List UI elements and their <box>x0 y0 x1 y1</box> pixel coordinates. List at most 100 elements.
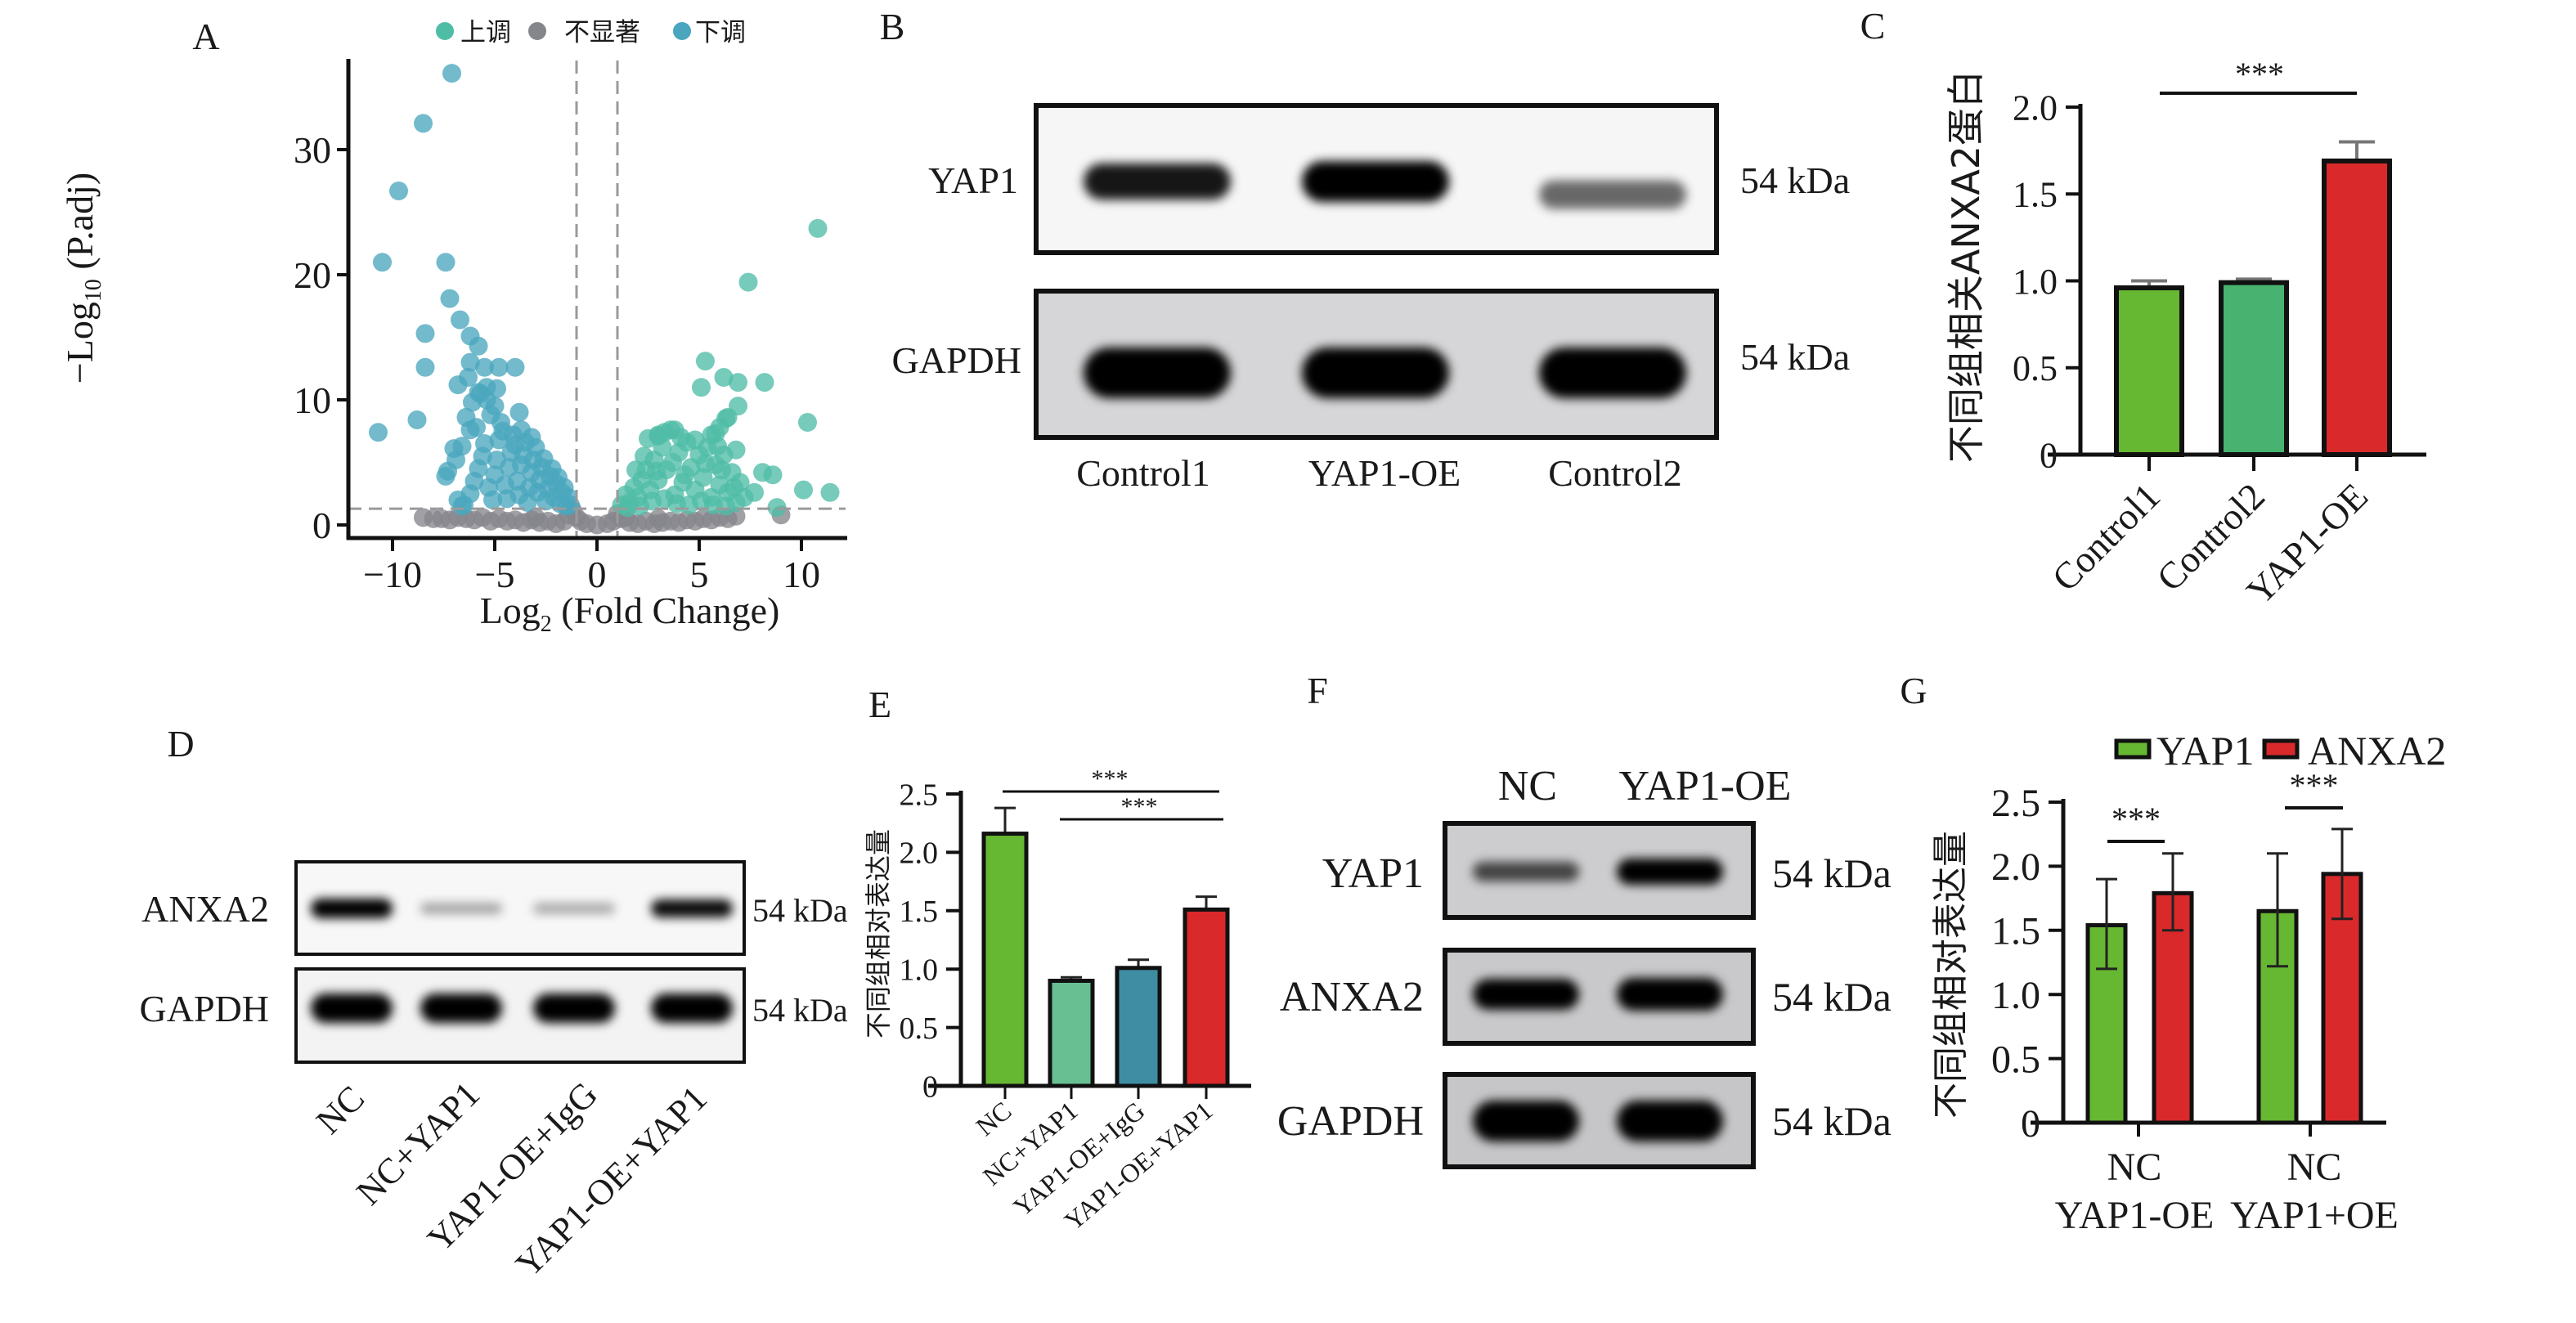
blot-lane-label: NC <box>1498 763 1557 809</box>
protein-band <box>1084 163 1231 200</box>
data-point <box>767 498 787 518</box>
y-tick-label: 0 <box>2040 435 2058 475</box>
bar-chart-c: 00.51.01.52.0不同组相关ANXA2蛋白Control1Control… <box>1944 56 2426 612</box>
x-tick-label: NC <box>970 1096 1016 1141</box>
data-point <box>526 508 545 527</box>
data-point <box>716 496 735 516</box>
legend-label-ns: 不显著 <box>564 18 640 47</box>
data-point <box>647 461 666 481</box>
panel-label-b: B <box>880 6 905 47</box>
data-point <box>467 418 486 437</box>
data-point <box>505 357 525 377</box>
y-tick-label: 0 <box>312 505 331 546</box>
blot-lane-label: Control1 <box>1076 452 1210 494</box>
panel-label-d: D <box>167 723 194 765</box>
protein-band <box>1473 861 1579 882</box>
legend-label-down: 下调 <box>695 18 746 47</box>
bar <box>981 832 1029 1088</box>
protein-band <box>1617 1101 1723 1141</box>
blot-lane-label: NC <box>308 1078 372 1141</box>
x-tick-label: 10 <box>783 554 820 595</box>
data-point <box>414 114 433 133</box>
protein-band <box>311 993 393 1023</box>
x-tick-label-line2: YAP1-OE <box>2055 1194 2215 1237</box>
y-axis-label: 不同组相对表达量 <box>1930 831 1972 1119</box>
data-point <box>436 466 456 486</box>
data-point <box>718 407 738 427</box>
x-tick-label: 5 <box>690 554 709 595</box>
protein-band <box>1084 348 1231 398</box>
data-point <box>436 253 456 272</box>
bar <box>1183 907 1230 1088</box>
data-point <box>477 378 496 397</box>
bar <box>2322 158 2392 457</box>
data-point <box>451 310 469 330</box>
bar <box>1048 978 1095 1088</box>
legend-label-up: 上调 <box>460 18 511 47</box>
data-point <box>708 437 727 456</box>
data-point <box>491 413 510 433</box>
y-tick-label: 30 <box>294 129 331 171</box>
legend-swatch <box>2262 738 2300 760</box>
y-tick-label: 20 <box>294 254 331 296</box>
y-tick-label: 0.5 <box>2013 348 2058 388</box>
data-point <box>373 253 392 272</box>
y-tick-label: 2.0 <box>2013 87 2058 128</box>
protein-band <box>651 899 733 918</box>
x-tick-label: Control1 <box>2044 475 2168 599</box>
y-tick-label: 2.5 <box>1991 782 2040 825</box>
data-point <box>389 181 408 200</box>
panel-label-f: F <box>1307 670 1328 711</box>
protein-band <box>1539 348 1686 398</box>
blot-size-label: 54 kDa <box>752 992 848 1029</box>
protein-band <box>1302 161 1449 202</box>
data-point <box>522 428 541 447</box>
panel-label-a: A <box>192 16 219 57</box>
y-tick-label: 1.0 <box>1991 974 2040 1017</box>
blot-lane-label: YAP1-OE+YAP1 <box>508 1078 715 1285</box>
legend-swatch <box>2114 738 2152 760</box>
data-point <box>626 460 645 480</box>
x-label-log: Log <box>480 590 541 631</box>
bar <box>2219 280 2289 457</box>
x-tick-label: 0 <box>588 554 607 595</box>
volcano-x-label: Log2 (Fold Change) <box>480 590 780 637</box>
y-tick-label: 0.5 <box>900 1011 939 1046</box>
blot-row-label: GAPDH <box>892 339 1021 381</box>
legend-label: YAP1 <box>2156 728 2254 774</box>
volcano-plot: 上调 不显著 下调 0 10 20 30 −10 −5 0 5 10 Log2 (Fold Ch… <box>59 18 847 637</box>
data-point <box>475 357 494 377</box>
x-label-rest: (Fold Change) <box>552 590 780 631</box>
western-blot-b: YAP1 GAPDH 54 kDa 54 kDa Control1 YAP1-O… <box>892 103 1850 494</box>
panel-label-g: G <box>1900 670 1927 711</box>
x-tick-label: −5 <box>475 554 515 595</box>
blot-row-label: GAPDH <box>140 988 269 1029</box>
data-point <box>485 397 505 416</box>
grouped-bar-chart-g: 0 0.5 1.0 1.5 2.0 2.5 不同组相对表达量 YAP1 ANXA2 NC YAP1-… <box>1930 728 2446 1237</box>
y-tick-label: 1.5 <box>2013 175 2058 215</box>
blot-lane-label: Control2 <box>1548 452 1682 494</box>
y-tick-label: 0 <box>922 1070 938 1104</box>
data-point <box>369 423 388 442</box>
data-point <box>729 373 747 392</box>
volcano-axes: 0 10 20 30 −10 −5 0 5 10 <box>294 59 847 595</box>
protein-band <box>1617 978 1723 1011</box>
y-tick-label: 1.5 <box>900 895 939 929</box>
significance-label: *** <box>2290 767 2339 804</box>
data-point <box>483 490 502 509</box>
data-point <box>452 496 472 516</box>
data-point <box>685 430 705 450</box>
blot-row-label: ANXA2 <box>141 888 269 930</box>
protein-band <box>311 899 393 918</box>
blot-size-label: 54 kDa <box>752 892 848 929</box>
data-point <box>459 367 478 387</box>
data-point <box>469 336 488 356</box>
protein-band <box>1473 979 1579 1010</box>
blot-bands-d <box>311 899 733 1023</box>
data-point <box>693 468 713 487</box>
significance-label: *** <box>1121 793 1158 820</box>
protein-band <box>651 993 733 1023</box>
data-point <box>655 423 674 442</box>
blot-lane-label: YAP1-OE <box>1619 763 1792 809</box>
